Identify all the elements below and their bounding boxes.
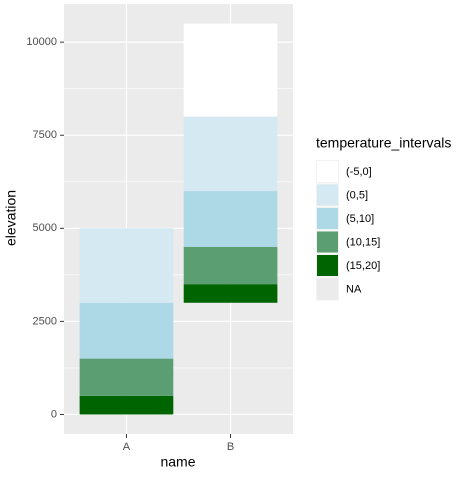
y-axis-title: elevation bbox=[3, 190, 19, 246]
legend-label: (10,15] bbox=[346, 236, 380, 248]
bar-segment bbox=[183, 246, 278, 285]
y-tick-label: 2500 bbox=[33, 315, 57, 327]
x-tick-label: B bbox=[227, 441, 234, 453]
legend-key bbox=[317, 161, 338, 182]
bar-segment bbox=[79, 395, 174, 415]
legend-label: (0,5] bbox=[346, 189, 368, 201]
legend-label: (-5,0] bbox=[346, 166, 372, 178]
y-tick-label: 7500 bbox=[33, 129, 57, 141]
bar-segment bbox=[183, 191, 278, 247]
y-tick-label: 5000 bbox=[33, 222, 57, 234]
legend-label: (5,10] bbox=[346, 213, 374, 225]
legend-key bbox=[317, 255, 338, 276]
legend-key bbox=[317, 184, 338, 206]
y-tick-label: 10000 bbox=[26, 36, 57, 48]
legend-key bbox=[317, 208, 338, 229]
legend-title: temperature_intervals bbox=[316, 135, 451, 151]
bar-segment bbox=[79, 228, 174, 303]
legend-label: (15,20] bbox=[346, 260, 380, 272]
x-tick-label: A bbox=[123, 441, 131, 453]
legend-key bbox=[317, 278, 338, 300]
legend-key bbox=[317, 231, 338, 253]
legend-label: NA bbox=[346, 283, 362, 295]
x-axis-title: name bbox=[160, 454, 195, 470]
bar-segment bbox=[183, 284, 278, 303]
bar-segment bbox=[79, 302, 174, 359]
bar-segment bbox=[183, 23, 278, 117]
y-tick-label: 0 bbox=[51, 408, 57, 420]
bar-segment bbox=[79, 358, 174, 396]
bar-segment bbox=[183, 116, 278, 192]
